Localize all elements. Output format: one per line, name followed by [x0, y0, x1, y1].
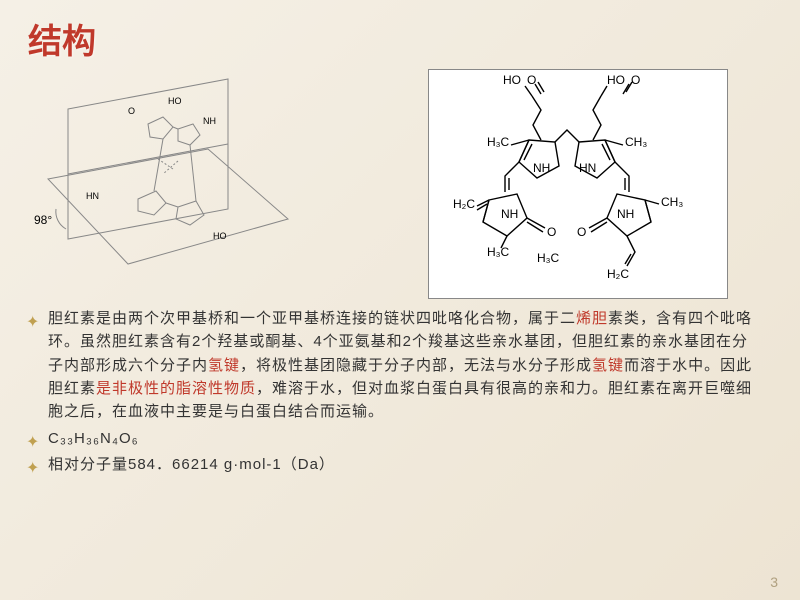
svg-text:O: O	[128, 106, 135, 116]
angle-label: 98°	[34, 213, 52, 227]
svg-text:H₃C: H₃C	[487, 135, 510, 149]
svg-text:CH₃: CH₃	[625, 135, 647, 149]
svg-text:H₂C: H₂C	[607, 267, 629, 281]
svg-text:HN: HN	[579, 161, 596, 175]
chemical-structure-2d: HO O HO O NH H₃C HN C	[428, 69, 728, 299]
svg-text:HN: HN	[86, 191, 99, 201]
bullet-icon: ✦	[26, 457, 40, 482]
body-text-block: ✦ 胆红素是由两个次甲基桥和一个亚甲基桥连接的链状四吡咯化合物，属于二烯胆素类，…	[0, 305, 800, 476]
svg-text:HO: HO	[213, 231, 227, 241]
page-number: 3	[770, 574, 778, 590]
molecular-weight: 相对分子量584．66214 g·mol-1（Da）	[48, 456, 335, 473]
mw-line: ✦ 相对分子量584．66214 g·mol-1（Da）	[48, 453, 760, 476]
bullet-icon: ✦	[26, 431, 40, 456]
svg-text:HO: HO	[503, 73, 521, 87]
svg-text:NH: NH	[617, 207, 634, 221]
page-title: 结构	[0, 0, 800, 63]
formula-line: ✦ C₃₃H₃₆N₄O₆	[48, 427, 760, 450]
svg-text:O: O	[577, 225, 586, 239]
paragraph-text: 胆红素是由两个次甲基桥和一个亚甲基桥连接的链状四吡咯化合物，属于二烯胆素类，含有…	[48, 310, 752, 420]
diagram-row: 98° HO O HO HN NH	[0, 63, 800, 305]
svg-text:H₂C: H₂C	[453, 197, 475, 211]
svg-text:H₃C: H₃C	[537, 251, 560, 265]
svg-text:O: O	[631, 73, 640, 87]
svg-text:CH₃: CH₃	[661, 195, 683, 209]
molecular-formula: C₃₃H₃₆N₄O₆	[48, 430, 139, 447]
svg-text:NH: NH	[533, 161, 550, 175]
conformation-3d-diagram: 98° HO O HO HN NH	[28, 69, 328, 289]
svg-text:NH: NH	[203, 116, 216, 126]
paragraph-main: ✦ 胆红素是由两个次甲基桥和一个亚甲基桥连接的链状四吡咯化合物，属于二烯胆素类，…	[48, 307, 760, 423]
svg-text:O: O	[547, 225, 556, 239]
svg-text:H₃C: H₃C	[487, 245, 510, 259]
svg-text:NH: NH	[501, 207, 518, 221]
svg-text:HO: HO	[168, 96, 182, 106]
svg-text:HO: HO	[607, 73, 625, 87]
bullet-icon: ✦	[26, 311, 40, 336]
